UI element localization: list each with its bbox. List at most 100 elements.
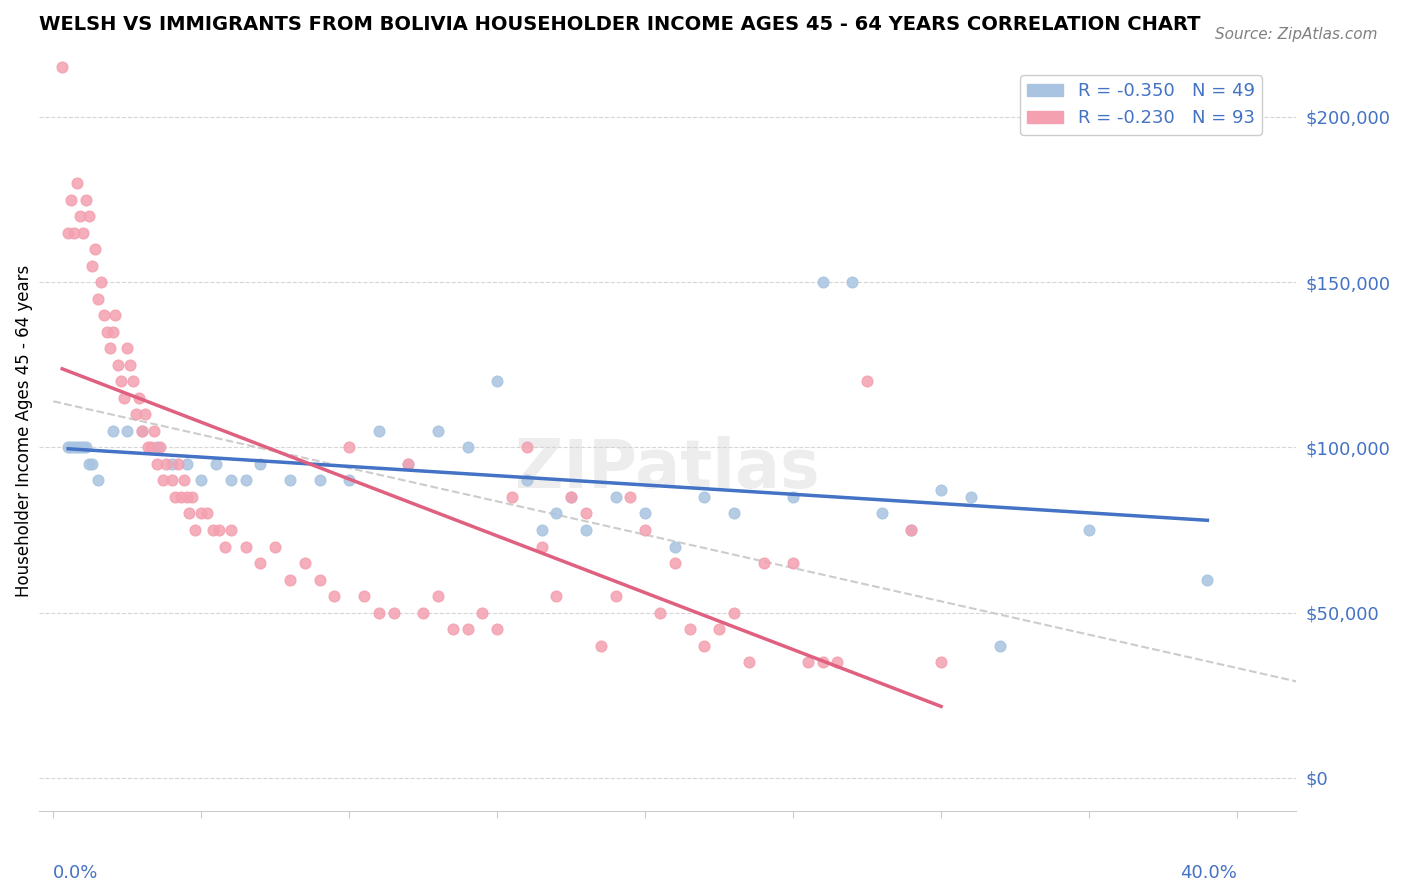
Point	[441, 622, 464, 636]
Point	[160, 474, 183, 488]
Point	[457, 441, 479, 455]
Point	[96, 325, 118, 339]
Point	[219, 523, 242, 537]
Point	[139, 441, 162, 455]
Point	[173, 474, 195, 488]
Text: ZIPatlas: ZIPatlas	[515, 436, 820, 502]
Point	[856, 374, 879, 388]
Point	[605, 589, 627, 603]
Point	[143, 424, 166, 438]
Point	[664, 540, 686, 554]
Point	[51, 61, 73, 75]
Point	[396, 457, 419, 471]
Point	[152, 474, 174, 488]
Point	[707, 622, 730, 636]
Point	[648, 606, 671, 620]
Point	[136, 441, 159, 455]
Point	[337, 441, 360, 455]
Point	[87, 292, 110, 306]
Point	[929, 655, 952, 669]
Point	[112, 391, 135, 405]
Point	[56, 226, 79, 240]
Point	[693, 490, 716, 504]
Point	[202, 523, 225, 537]
Point	[125, 408, 148, 422]
Point	[205, 457, 228, 471]
Point	[619, 490, 641, 504]
Point	[367, 606, 389, 620]
Point	[396, 457, 419, 471]
Point	[900, 523, 922, 537]
Point	[69, 441, 91, 455]
Point	[516, 441, 538, 455]
Point	[457, 622, 479, 636]
Point	[382, 606, 405, 620]
Point	[752, 556, 775, 570]
Point	[134, 408, 156, 422]
Point	[120, 358, 142, 372]
Point	[501, 490, 523, 504]
Point	[160, 457, 183, 471]
Point	[353, 589, 375, 603]
Point	[87, 474, 110, 488]
Point	[486, 374, 509, 388]
Point	[294, 556, 316, 570]
Point	[146, 441, 169, 455]
Point	[107, 358, 129, 372]
Point	[664, 556, 686, 570]
Point	[471, 606, 494, 620]
Point	[546, 507, 568, 521]
Point	[83, 242, 105, 256]
Point	[678, 622, 700, 636]
Text: 0.0%: 0.0%	[53, 864, 98, 882]
Point	[56, 441, 79, 455]
Point	[929, 483, 952, 498]
Point	[176, 457, 198, 471]
Point	[72, 226, 94, 240]
Point	[634, 507, 657, 521]
Point	[841, 275, 863, 289]
Point	[169, 490, 191, 504]
Text: Source: ZipAtlas.com: Source: ZipAtlas.com	[1215, 27, 1378, 42]
Point	[60, 193, 83, 207]
Point	[870, 507, 893, 521]
Point	[988, 639, 1011, 653]
Point	[782, 556, 804, 570]
Point	[166, 457, 188, 471]
Point	[176, 490, 198, 504]
Point	[60, 441, 83, 455]
Point	[63, 441, 86, 455]
Point	[546, 589, 568, 603]
Point	[634, 523, 657, 537]
Point	[117, 341, 139, 355]
Point	[122, 374, 145, 388]
Legend: R = -0.350   N = 49, R = -0.230   N = 93: R = -0.350 N = 49, R = -0.230 N = 93	[1019, 75, 1263, 135]
Point	[1078, 523, 1101, 537]
Point	[427, 424, 450, 438]
Point	[75, 441, 97, 455]
Point	[560, 490, 582, 504]
Point	[163, 490, 186, 504]
Point	[486, 622, 509, 636]
Point	[69, 209, 91, 223]
Point	[959, 490, 981, 504]
Point	[337, 474, 360, 488]
Point	[66, 176, 89, 190]
Point	[308, 573, 330, 587]
Point	[190, 507, 212, 521]
Point	[101, 424, 124, 438]
Point	[575, 523, 598, 537]
Point	[560, 490, 582, 504]
Point	[190, 474, 212, 488]
Point	[146, 457, 169, 471]
Point	[782, 490, 804, 504]
Point	[811, 655, 834, 669]
Point	[98, 341, 121, 355]
Point	[80, 457, 103, 471]
Text: WELSH VS IMMIGRANTS FROM BOLIVIA HOUSEHOLDER INCOME AGES 45 - 64 YEARS CORRELATI: WELSH VS IMMIGRANTS FROM BOLIVIA HOUSEHO…	[38, 15, 1201, 34]
Point	[811, 275, 834, 289]
Point	[249, 457, 271, 471]
Point	[412, 606, 434, 620]
Point	[900, 523, 922, 537]
Point	[797, 655, 820, 669]
